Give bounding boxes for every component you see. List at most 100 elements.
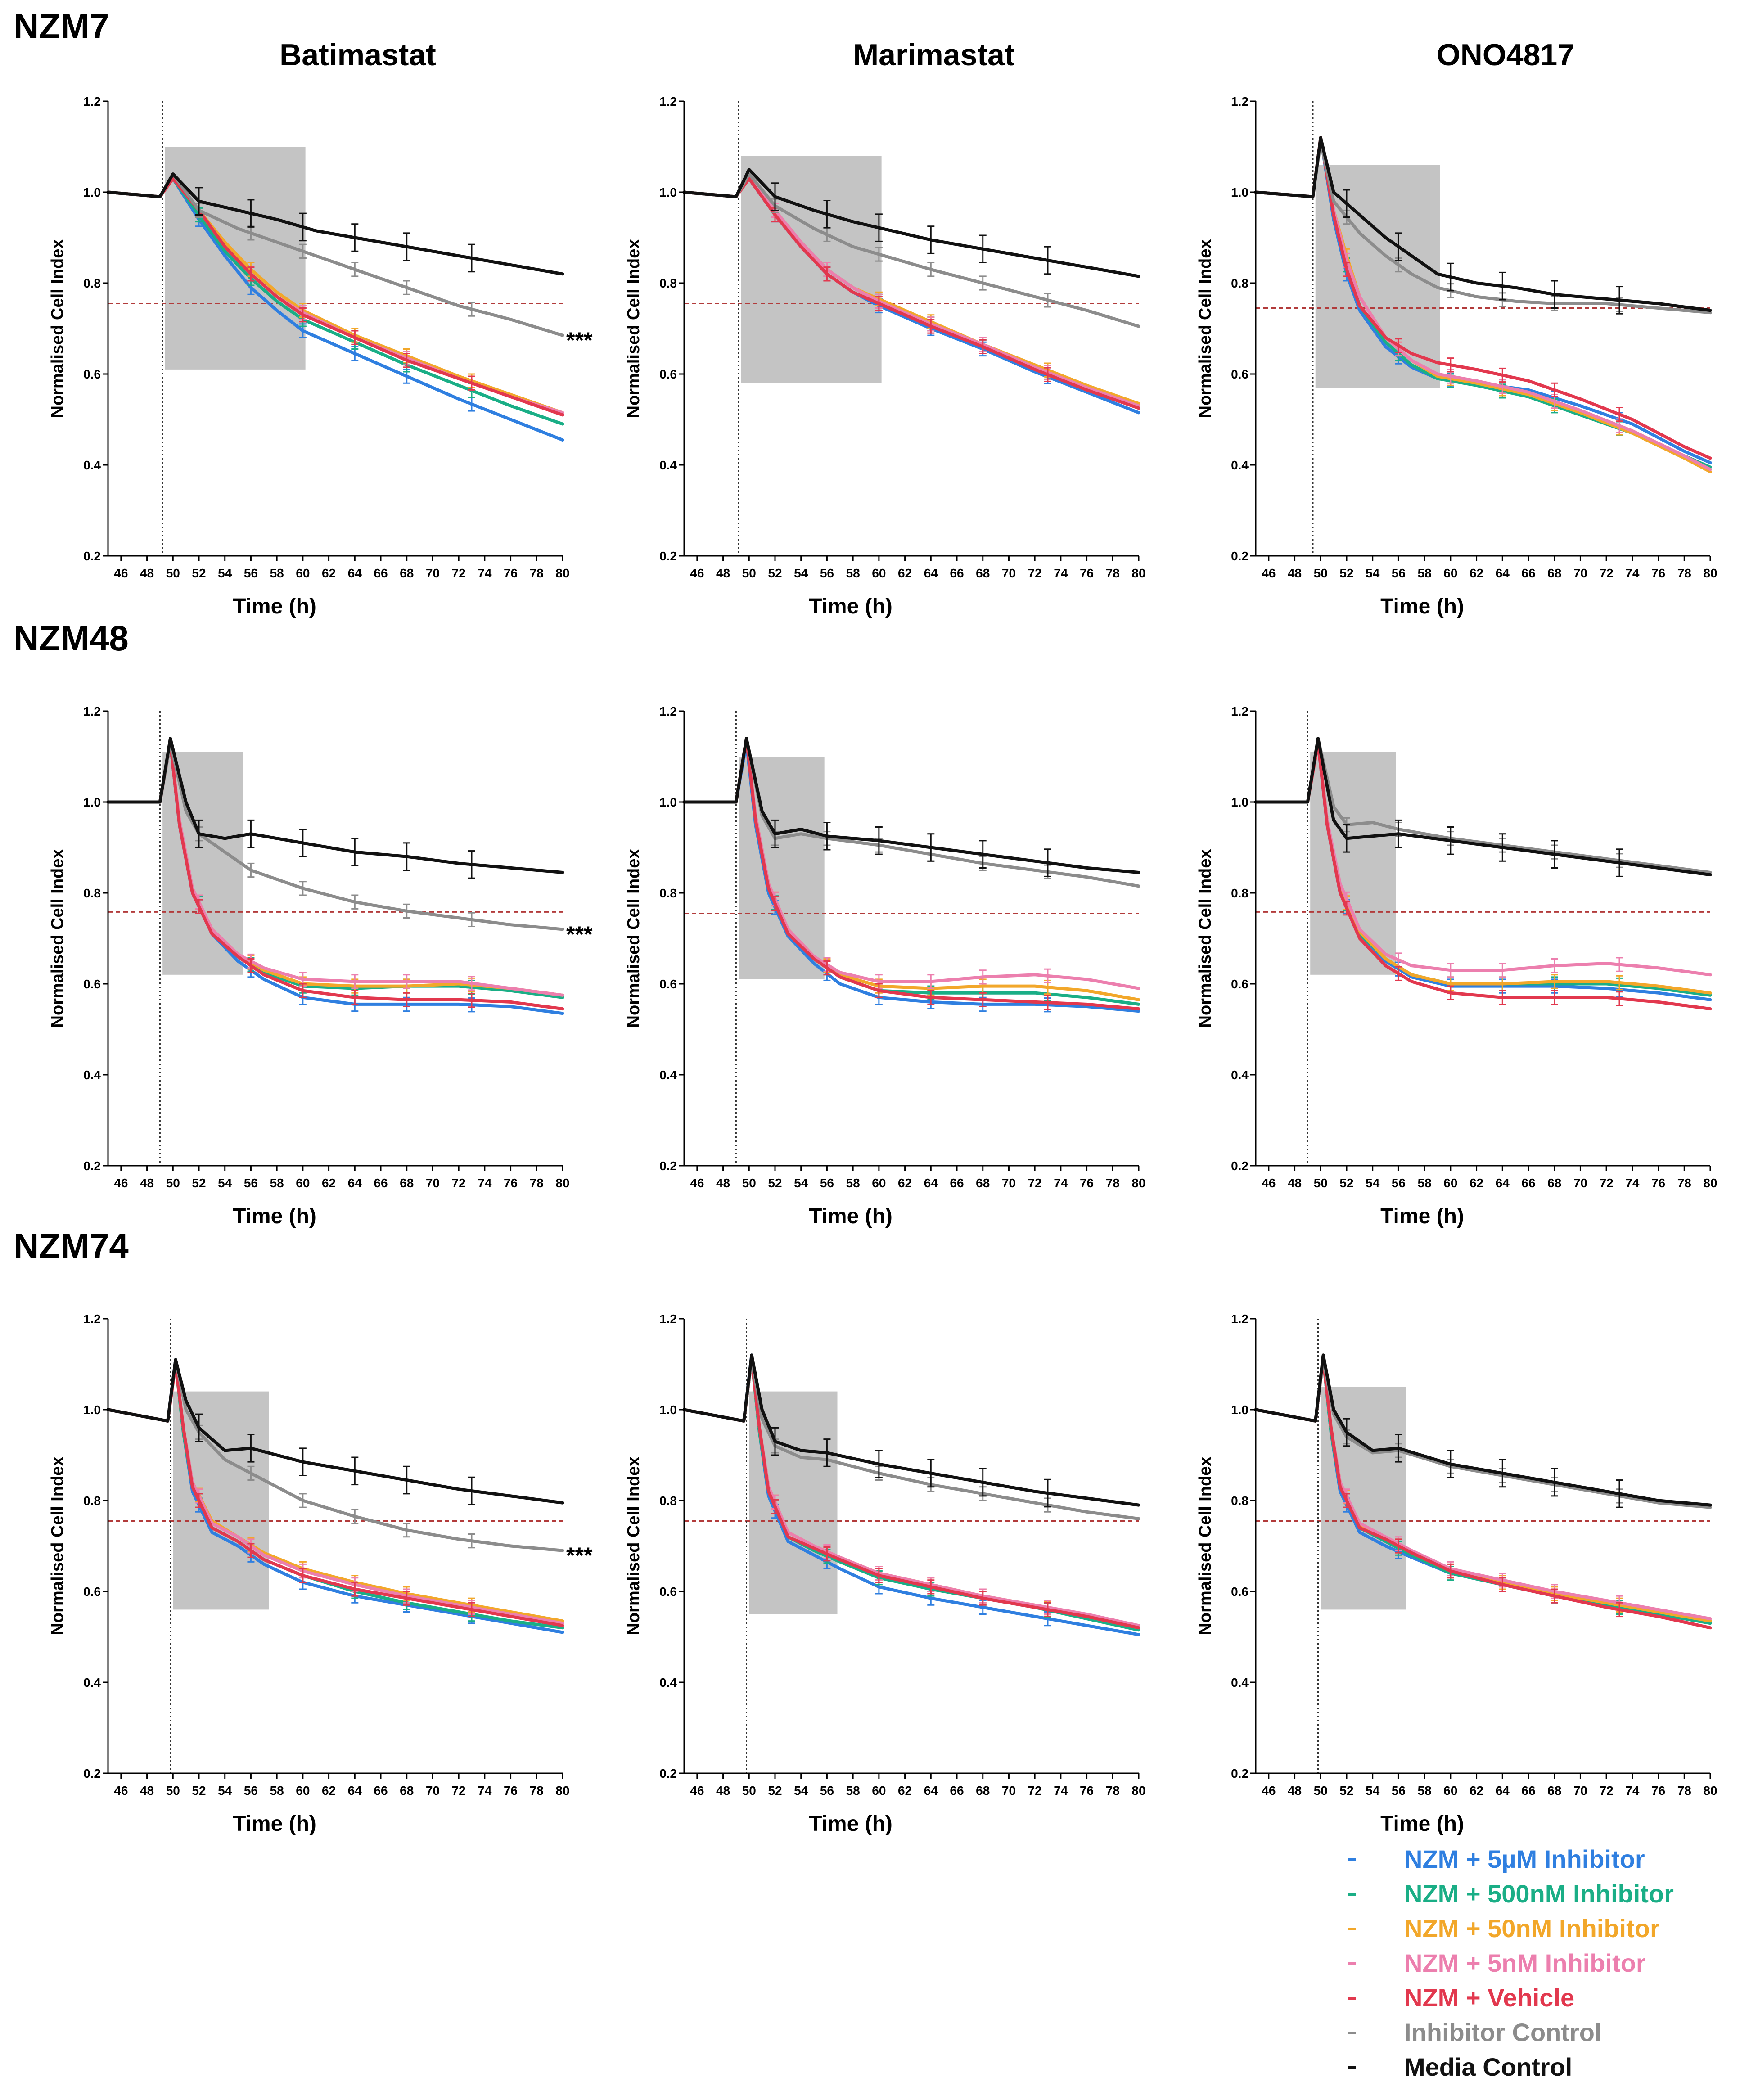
x-tick-label: 52 — [768, 566, 782, 580]
x-tick-label: 62 — [1470, 1784, 1483, 1798]
x-axis-label: Time (h) — [233, 1204, 316, 1228]
x-tick-label: 70 — [1573, 1784, 1587, 1798]
column-title: Batimastat — [279, 38, 436, 72]
x-tick-label: 76 — [1080, 566, 1094, 580]
x-tick-label: 60 — [1443, 1176, 1457, 1190]
y-tick-label: 1.2 — [83, 704, 101, 718]
chart-panel: 0.2 0.4 0.6 0.8 1.0 1.2 46 48 50 52 54 56 58 60 62 64 66… — [1196, 1312, 1717, 1836]
y-tick-label: 1.0 — [83, 185, 101, 199]
x-tick-label: 48 — [140, 566, 154, 580]
x-tick-label: 54 — [794, 566, 808, 580]
x-tick-label: 78 — [530, 1784, 544, 1798]
x-tick-label: 50 — [742, 1176, 756, 1190]
chart-panel: 0.2 0.4 0.6 0.8 1.0 1.2 46 48 50 52 54 56 58 60 62 64 66… — [48, 704, 593, 1228]
y-axis-label: Normalised Cell Index — [624, 239, 643, 418]
x-tick-label: 76 — [504, 566, 518, 580]
series-line — [682, 177, 1140, 410]
x-tick-label: 64 — [348, 1784, 362, 1798]
x-axis-label: Time (h) — [1380, 1204, 1464, 1228]
x-tick-label: 58 — [846, 1176, 860, 1190]
x-tick-label: 78 — [1677, 1176, 1691, 1190]
x-tick-label: 70 — [426, 1784, 440, 1798]
y-axis-label: Normalised Cell Index — [48, 849, 67, 1027]
x-tick-label: 72 — [1028, 1784, 1042, 1798]
x-axis-label: Time (h) — [1380, 595, 1464, 618]
y-tick-label: 0.2 — [83, 1159, 101, 1173]
x-axis-label: Time (h) — [809, 1812, 893, 1836]
y-tick-label: 1.0 — [1231, 795, 1249, 809]
x-tick-label: 64 — [348, 566, 362, 580]
x-tick-label: 60 — [296, 1784, 310, 1798]
x-tick-label: 48 — [140, 1784, 154, 1798]
series-line — [106, 177, 564, 417]
y-tick-label: 1.0 — [659, 185, 677, 199]
x-tick-label: 76 — [1080, 1784, 1094, 1798]
x-tick-label: 72 — [1600, 1784, 1614, 1798]
y-tick-label: 0.8 — [659, 886, 677, 900]
x-tick-label: 70 — [1573, 1176, 1587, 1190]
x-tick-label: 70 — [426, 566, 440, 580]
series-line — [682, 168, 1140, 278]
chart-panel: 0.2 0.4 0.6 0.8 1.0 1.2 46 48 50 52 54 56 58 60 62 64 66… — [1196, 704, 1717, 1228]
x-tick-label: 46 — [114, 1784, 128, 1798]
y-tick-label: 0.4 — [659, 1676, 677, 1690]
legend-label: NZM + 5nM Inhibitor — [1404, 1949, 1646, 1977]
y-tick-label: 0.8 — [1231, 276, 1249, 290]
y-tick-label: 0.8 — [83, 886, 101, 900]
x-tick-label: 62 — [898, 1784, 912, 1798]
x-tick-label: 46 — [1262, 1784, 1276, 1798]
row-label: NZM7 — [14, 6, 109, 46]
x-tick-label: 76 — [1651, 1784, 1665, 1798]
y-axis-label: Normalised Cell Index — [624, 849, 643, 1027]
treatment-window — [173, 1391, 269, 1610]
y-tick-label: 1.2 — [1231, 1312, 1249, 1326]
y-tick-label: 1.2 — [1231, 704, 1249, 718]
x-tick-label: 80 — [1703, 1176, 1717, 1190]
x-tick-label: 56 — [244, 566, 258, 580]
x-tick-label: 64 — [1496, 566, 1510, 580]
x-tick-label: 74 — [1054, 1784, 1068, 1798]
x-tick-label: 66 — [1521, 1784, 1535, 1798]
x-tick-label: 62 — [322, 1784, 336, 1798]
y-axis-label: Normalised Cell Index — [48, 239, 67, 418]
x-tick-label: 76 — [1651, 1176, 1665, 1190]
y-tick-label: 0.4 — [659, 1068, 677, 1082]
x-tick-label: 46 — [690, 1784, 704, 1798]
x-tick-label: 62 — [322, 566, 336, 580]
y-tick-label: 0.4 — [1231, 1068, 1249, 1082]
x-tick-label: 68 — [976, 1784, 990, 1798]
series-line — [1254, 136, 1712, 312]
x-tick-label: 58 — [1418, 1176, 1432, 1190]
x-tick-label: 64 — [924, 1784, 938, 1798]
y-tick-label: 0.2 — [659, 549, 677, 563]
x-tick-label: 50 — [1314, 566, 1328, 580]
y-tick-label: 0.4 — [659, 458, 677, 472]
chart-panel: 0.2 0.4 0.6 0.8 1.0 1.2 46 48 50 52 54 56 58 60 62 64 66… — [48, 1312, 593, 1836]
x-tick-label: 58 — [270, 566, 284, 580]
column-title: ONO4817 — [1437, 38, 1574, 72]
y-tick-label: 0.4 — [1231, 458, 1249, 472]
x-tick-label: 80 — [555, 1784, 569, 1798]
x-tick-label: 54 — [1366, 566, 1380, 580]
x-tick-label: 72 — [1600, 566, 1614, 580]
x-tick-label: 62 — [1470, 1176, 1483, 1190]
significance-annotation: *** — [566, 328, 593, 353]
x-tick-label: 60 — [872, 1176, 886, 1190]
x-tick-label: 78 — [1677, 1784, 1691, 1798]
x-tick-label: 64 — [924, 566, 938, 580]
x-tick-label: 52 — [192, 1784, 206, 1798]
y-tick-label: 0.6 — [659, 367, 677, 381]
x-tick-label: 76 — [504, 1784, 518, 1798]
x-tick-label: 56 — [820, 1784, 834, 1798]
y-tick-label: 0.4 — [83, 1676, 101, 1690]
x-tick-label: 56 — [1392, 1176, 1406, 1190]
y-tick-label: 1.2 — [659, 1312, 677, 1326]
row-label: NZM74 — [14, 1226, 129, 1266]
y-axis-label: Normalised Cell Index — [48, 1456, 67, 1635]
column-title: Marimastat — [853, 38, 1014, 72]
x-tick-label: 78 — [530, 1176, 544, 1190]
x-tick-label: 50 — [742, 1784, 756, 1798]
x-tick-label: 60 — [872, 566, 886, 580]
y-tick-label: 0.8 — [659, 276, 677, 290]
